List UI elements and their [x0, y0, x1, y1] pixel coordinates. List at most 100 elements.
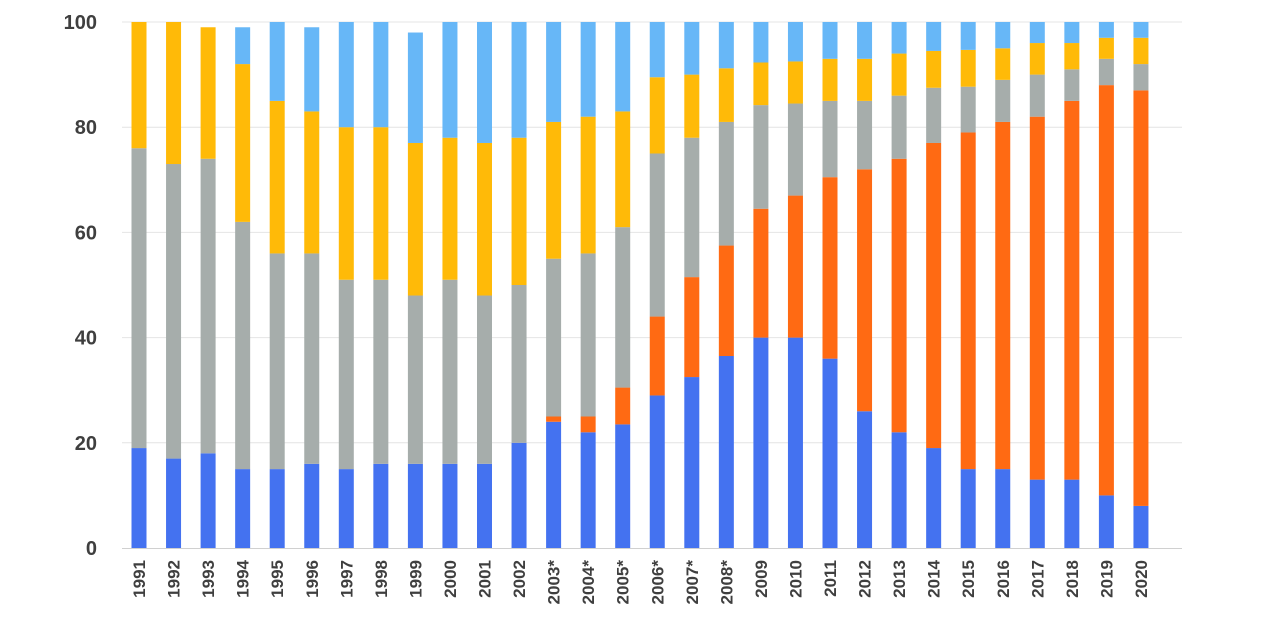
- bar-segment-blue: [1064, 479, 1080, 548]
- bar-segment-light-blue: [338, 22, 354, 128]
- bar-segment-blue: [1098, 495, 1114, 548]
- bar-group-1997: [338, 22, 354, 548]
- bar-segment-gray: [960, 86, 976, 133]
- bar-segment-blue: [718, 356, 734, 548]
- bar-group-2016: [995, 22, 1011, 548]
- x-tick-label: 2009: [752, 560, 771, 598]
- bar-segment-light-blue: [442, 22, 458, 138]
- bar-group-2005-star: [615, 22, 631, 548]
- bar-segment-yellow: [338, 127, 354, 280]
- bar-segment-orange: [615, 387, 631, 425]
- bar-segment-yellow: [787, 61, 803, 104]
- x-tick-label: 2018: [1063, 560, 1082, 598]
- x-tick-label: 2012: [856, 560, 875, 598]
- bar-segment-blue: [995, 469, 1011, 548]
- bar-segment-blue: [1133, 505, 1149, 548]
- bar-group-2007-star: [684, 22, 700, 548]
- bar-segment-gray: [891, 95, 907, 159]
- bar-segment-light-blue: [822, 22, 838, 59]
- bar-segment-light-blue: [926, 22, 942, 51]
- bar-segment-gray: [718, 121, 734, 246]
- x-axis-ticks: 1991 1992 1993 1994 1995 1996 1997 1998 1999 2000…: [130, 559, 1151, 604]
- bar-segment-yellow: [442, 137, 458, 280]
- bar-segment-blue: [926, 448, 942, 548]
- bar-segment-yellow: [891, 53, 907, 96]
- bar-group-2015: [960, 22, 976, 548]
- bar-group-2003-star: [546, 22, 562, 548]
- bar-segment-yellow: [580, 116, 596, 254]
- bar-segment-light-blue: [1064, 22, 1080, 44]
- bar-segment-orange: [546, 416, 562, 422]
- bar-segment-blue: [615, 424, 631, 548]
- bar-segment-gray: [822, 100, 838, 178]
- x-tick-label: 1999: [406, 560, 425, 598]
- bar-segment-light-blue: [269, 22, 285, 101]
- bar-segment-orange: [822, 177, 838, 359]
- bar-segment-orange: [787, 195, 803, 338]
- bar-group-2000: [442, 22, 458, 548]
- y-tick-label: 60: [75, 222, 97, 244]
- y-axis-ticks: 0 20 40 60 80 100: [64, 12, 97, 560]
- bar-segment-blue: [200, 453, 216, 548]
- x-tick-label: 1993: [199, 560, 218, 598]
- bar-segment-blue: [649, 395, 665, 548]
- bar-group-2006-star: [649, 22, 665, 548]
- x-tick-label: 2007*: [683, 560, 702, 605]
- x-tick-label: 1991: [130, 560, 149, 598]
- bar-segment-gray: [546, 258, 562, 417]
- bar-group-2011: [822, 22, 838, 548]
- bar-segment-gray: [1029, 74, 1045, 117]
- bar-segment-gray: [1098, 58, 1114, 86]
- bar-group-2017: [1029, 22, 1045, 548]
- bar-segment-orange: [1098, 85, 1114, 496]
- bar-segment-yellow: [407, 142, 423, 296]
- bar-segment-yellow: [166, 22, 182, 165]
- bar-segment-light-blue: [546, 22, 562, 122]
- bar-segment-yellow: [131, 22, 147, 149]
- bar-segment-yellow: [1029, 43, 1045, 75]
- bar-segment-orange: [753, 208, 769, 338]
- bar-segment-yellow: [718, 68, 734, 122]
- bar-segment-gray: [615, 227, 631, 388]
- x-tick-label: 2005*: [614, 560, 633, 605]
- bar-group-1996: [304, 27, 320, 548]
- bar-segment-gray: [407, 295, 423, 464]
- bar-group-2004-star: [580, 22, 596, 548]
- x-tick-label: 1992: [165, 560, 184, 598]
- bar-segment-orange: [857, 169, 873, 412]
- bar-segment-blue: [822, 358, 838, 548]
- bar-segment-blue: [407, 463, 423, 548]
- bar-segment-blue: [131, 448, 147, 548]
- bar-segment-orange: [891, 158, 907, 433]
- x-tick-label: 1998: [372, 560, 391, 598]
- bar-group-1999: [407, 32, 423, 548]
- bar-segment-gray: [511, 285, 527, 443]
- x-tick-label: 2020: [1132, 560, 1151, 598]
- bar-segment-light-blue: [615, 22, 631, 112]
- bar-segment-orange: [718, 245, 734, 357]
- bar-group-2019: [1098, 22, 1114, 548]
- bar-group-2010: [787, 22, 803, 548]
- bar-segment-gray: [787, 103, 803, 196]
- y-tick-label: 20: [75, 433, 97, 455]
- bar-segment-light-blue: [235, 27, 251, 65]
- bar-segment-gray: [684, 137, 700, 278]
- bar-segment-orange: [1133, 90, 1149, 506]
- x-tick-label: 2004*: [579, 560, 598, 605]
- bar-segment-blue: [373, 463, 389, 548]
- bar-segment-blue: [442, 463, 458, 548]
- bar-segment-light-blue: [995, 22, 1011, 49]
- bar-segment-blue: [857, 411, 873, 548]
- bar-group-1994: [235, 27, 251, 548]
- bar-segment-gray: [373, 279, 389, 464]
- bar-segment-yellow: [511, 137, 527, 285]
- x-tick-label: 2013: [890, 560, 909, 598]
- bar-group-2001: [477, 22, 492, 548]
- bar-segment-light-blue: [684, 22, 700, 75]
- bar-segment-blue: [166, 458, 182, 548]
- bar-segment-gray: [926, 87, 942, 143]
- bar-segment-light-blue: [787, 22, 803, 62]
- bar-segment-blue: [580, 432, 596, 548]
- bar-segment-light-blue: [649, 22, 665, 78]
- bar-segment-yellow: [753, 62, 769, 106]
